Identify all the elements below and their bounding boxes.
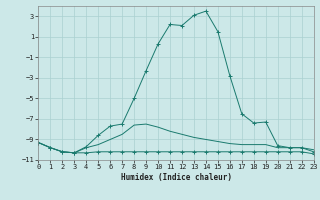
X-axis label: Humidex (Indice chaleur): Humidex (Indice chaleur) <box>121 173 231 182</box>
